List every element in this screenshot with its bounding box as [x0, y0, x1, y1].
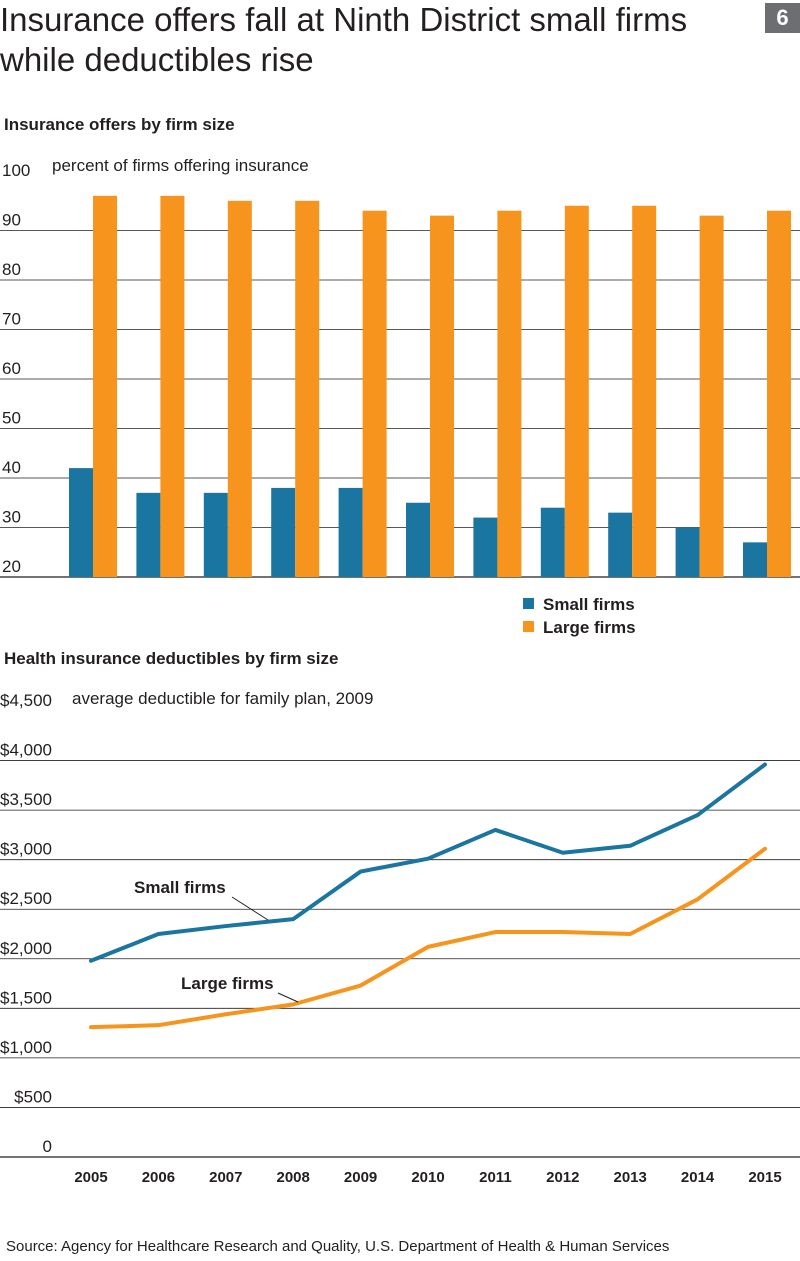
large-firms-bar — [699, 215, 724, 577]
line-y-tick-label: $4,500 — [0, 691, 52, 710]
bar-y-axis-label: percent of firms offering insurance — [52, 156, 309, 175]
large-firms-bar — [632, 205, 657, 577]
small-firms-bar — [540, 507, 565, 577]
large-firms-bar — [497, 210, 522, 577]
bar-y-tick-label: 40 — [2, 458, 21, 477]
x-tick-label: 2009 — [344, 1169, 377, 1186]
series-label-large-leader — [277, 992, 299, 1003]
line-y-tick-label: $2,000 — [0, 939, 52, 958]
series-label-large: Large firms — [181, 974, 274, 993]
series-label-small-leader — [231, 896, 269, 921]
x-tick-label: 2013 — [614, 1169, 647, 1186]
legend-swatch-small — [523, 598, 534, 609]
small-firms-bar — [743, 542, 767, 577]
chart-title: Insurance offers fall at Ninth District … — [0, 1, 688, 78]
line-y-tick-label: $3,500 — [0, 790, 52, 809]
line-y-tick-label: $2,500 — [0, 889, 52, 908]
x-tick-label: 2015 — [748, 1169, 781, 1186]
bar-y-tick-label: 80 — [2, 260, 21, 279]
large-firms-bar — [430, 215, 454, 577]
bar-y-tick-label: 30 — [2, 508, 21, 527]
large-firms-bar — [767, 210, 791, 577]
large-firms-line — [89, 846, 767, 1030]
bar-y-tick-label: 20 — [2, 557, 21, 576]
line-y-tick-label: 0 — [43, 1137, 52, 1156]
legend-label-small: Small firms — [543, 595, 635, 614]
x-tick-label: 2007 — [209, 1169, 242, 1186]
x-tick-label: 2012 — [546, 1169, 579, 1186]
small-firms-line — [89, 762, 767, 963]
large-firms-bar — [295, 200, 320, 578]
small-firms-bar — [271, 487, 296, 577]
small-firms-bar — [675, 527, 700, 577]
large-firms-bar — [93, 195, 117, 577]
small-firms-bar — [136, 492, 161, 577]
bar-chart-title: Insurance offers by firm size — [4, 115, 235, 134]
line-y-tick-label: $4,000 — [0, 741, 52, 760]
x-tick-label: 2008 — [277, 1169, 310, 1186]
line-y-tick-label: $1,500 — [0, 988, 52, 1007]
bar-y-tick-label: 100 — [2, 161, 30, 180]
line-y-tick-label: $500 — [14, 1087, 52, 1106]
source-note: Source: Agency for Healthcare Research a… — [6, 1238, 670, 1255]
x-tick-label: 2005 — [74, 1169, 107, 1186]
chart-canvas: Insurance offers by firm size percent of … — [0, 115, 800, 1186]
bar-y-tick-label: 90 — [2, 211, 21, 230]
line-y-tick-label: $3,000 — [0, 840, 52, 859]
large-firms-bar — [160, 195, 185, 577]
small-firms-bar — [69, 468, 93, 577]
x-tick-label: 2010 — [411, 1169, 444, 1186]
large-firms-bar — [362, 210, 387, 577]
small-firms-bar — [608, 512, 633, 577]
line-y-tick-label: $1,000 — [0, 1038, 52, 1057]
x-tick-label: 2011 — [479, 1169, 512, 1186]
line-y-axis-label: average deductible for family plan, 2009 — [72, 689, 373, 708]
legend-label-large: Large firms — [543, 618, 636, 637]
x-tick-label: 2006 — [142, 1169, 175, 1186]
bar-y-tick-label: 50 — [2, 409, 21, 428]
large-firms-bar — [227, 200, 252, 578]
legend-swatch-large — [523, 621, 534, 632]
small-firms-bar — [203, 492, 228, 577]
large-firms-bar — [564, 205, 589, 577]
x-tick-label: 2014 — [681, 1169, 715, 1186]
series-label-small: Small firms — [134, 878, 226, 897]
small-firms-bar — [406, 502, 430, 577]
figure-number-badge: 6 — [765, 3, 800, 33]
line-chart-title: Health insurance deductibles by firm siz… — [4, 649, 338, 668]
small-firms-bar — [338, 487, 363, 577]
small-firms-bar — [473, 517, 498, 577]
bar-y-tick-label: 70 — [2, 310, 21, 329]
bar-y-tick-label: 60 — [2, 359, 21, 378]
